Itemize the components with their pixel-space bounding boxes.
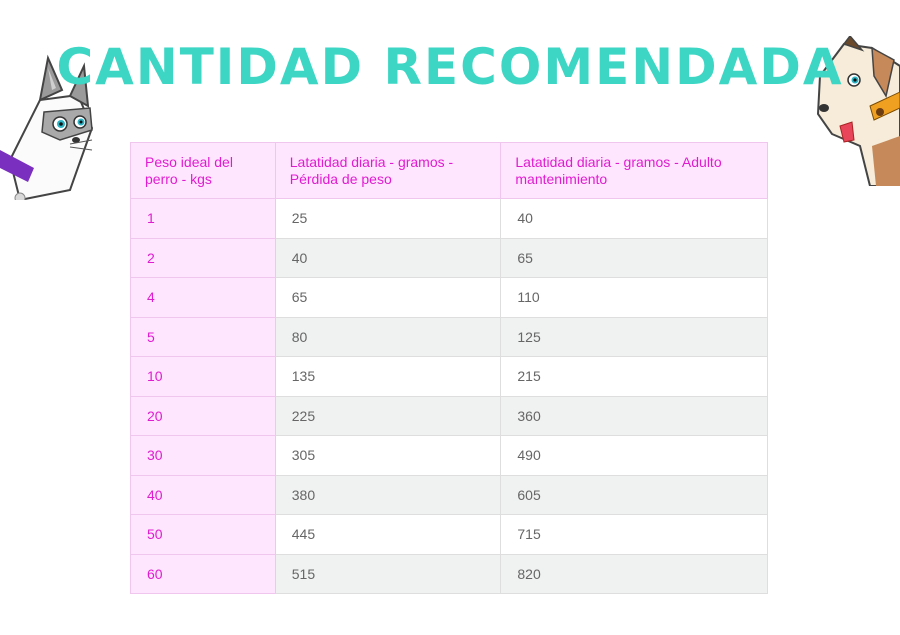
table-row: 10 135 215	[131, 357, 768, 397]
cell-weight-loss: 515	[275, 554, 501, 594]
table-row: 1 25 40	[131, 199, 768, 239]
header-weight-loss: Latatidad diaria - gramos - Pérdida de p…	[275, 143, 501, 199]
cell-maintenance: 360	[501, 396, 768, 436]
table-row: 40 380 605	[131, 475, 768, 515]
cell-maintenance: 125	[501, 317, 768, 357]
cell-weight-loss: 445	[275, 515, 501, 555]
cell-weight: 10	[131, 357, 276, 397]
cell-weight: 40	[131, 475, 276, 515]
cell-weight-loss: 380	[275, 475, 501, 515]
table-row: 4 65 110	[131, 278, 768, 318]
cell-weight-loss: 225	[275, 396, 501, 436]
cell-weight: 2	[131, 238, 276, 278]
cell-maintenance: 490	[501, 436, 768, 476]
table-row: 5 80 125	[131, 317, 768, 357]
cell-weight-loss: 305	[275, 436, 501, 476]
table-row: 50 445 715	[131, 515, 768, 555]
cell-weight: 30	[131, 436, 276, 476]
cell-maintenance: 605	[501, 475, 768, 515]
cell-weight-loss: 40	[275, 238, 501, 278]
cell-weight-loss: 25	[275, 199, 501, 239]
cell-maintenance: 820	[501, 554, 768, 594]
cell-maintenance: 215	[501, 357, 768, 397]
table-row: 30 305 490	[131, 436, 768, 476]
cell-weight: 60	[131, 554, 276, 594]
feeding-table: Peso ideal del perro - kgs Latatidad dia…	[130, 142, 768, 594]
cell-weight-loss: 135	[275, 357, 501, 397]
table-row: 20 225 360	[131, 396, 768, 436]
cell-weight: 50	[131, 515, 276, 555]
table-row: 2 40 65	[131, 238, 768, 278]
cell-weight-loss: 65	[275, 278, 501, 318]
cell-weight-loss: 80	[275, 317, 501, 357]
cell-maintenance: 40	[501, 199, 768, 239]
table-row: 60 515 820	[131, 554, 768, 594]
cell-weight: 20	[131, 396, 276, 436]
table-header-row: Peso ideal del perro - kgs Latatidad dia…	[131, 143, 768, 199]
cell-maintenance: 715	[501, 515, 768, 555]
cell-maintenance: 110	[501, 278, 768, 318]
cell-weight: 5	[131, 317, 276, 357]
cell-weight: 4	[131, 278, 276, 318]
header-ideal-weight: Peso ideal del perro - kgs	[131, 143, 276, 199]
cell-maintenance: 65	[501, 238, 768, 278]
header-adult-maintenance: Latatidad diaria - gramos - Adulto mante…	[501, 143, 768, 199]
cell-weight: 1	[131, 199, 276, 239]
page-title: CANTIDAD RECOMENDADA	[0, 38, 900, 96]
